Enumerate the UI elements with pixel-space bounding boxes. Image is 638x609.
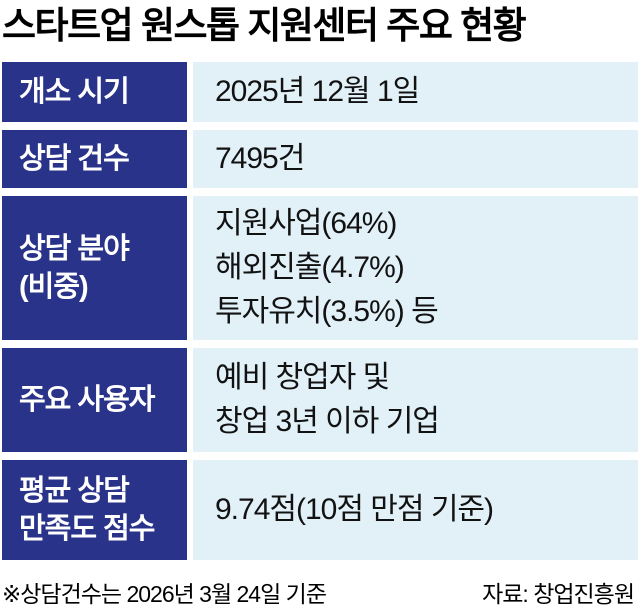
row-value-line: 창업 3년 이하 기업 xyxy=(215,404,440,438)
footer-source: 자료: 창업진흥원 xyxy=(482,580,635,607)
page-title: 스타트업 원스톱 지원센터 주요 현황 xyxy=(2,5,527,46)
row-value-cell: 9.74점(10점 만점 기준) xyxy=(193,459,638,560)
table-row: 개소 시기 2025년 12월 1일 xyxy=(2,61,638,122)
row-label-cell: 상담 분야 (비중) xyxy=(2,195,187,340)
row-label-line: 평균 상담 xyxy=(19,474,130,507)
row-label-line: 상담 분야 xyxy=(19,232,130,265)
row-value-line: 투자유치(3.5%) 등 xyxy=(215,294,439,328)
table-row: 상담 분야 (비중) 지원사업(64%) 해외진출(4.7%) 투자유치(3.5%) … xyxy=(2,195,638,340)
row-value-line: 예비 창업자 및 xyxy=(215,360,390,394)
row-value-line: 2025년 12월 1일 xyxy=(215,74,420,108)
row-label-line: 주요 사용자 xyxy=(19,383,155,416)
row-value-line: 해외진출(4.7%) xyxy=(215,250,405,284)
row-value-line: 지원사업(64%) xyxy=(215,206,397,240)
row-label-cell: 개소 시기 xyxy=(2,61,187,122)
row-label-cell: 상담 건수 xyxy=(2,129,187,188)
row-value-cell: 지원사업(64%) 해외진출(4.7%) 투자유치(3.5%) 등 xyxy=(193,195,638,340)
footer-note: ※상담건수는 2026년 3월 24일 기준 xyxy=(2,580,327,607)
row-value-cell: 7495건 xyxy=(193,129,638,188)
row-value-line: 9.74점(10점 만점 기준) xyxy=(215,492,494,526)
row-label-cell: 주요 사용자 xyxy=(2,347,187,452)
row-label-line: 만족도 점수 xyxy=(19,512,155,545)
info-table: 개소 시기 2025년 12월 1일 상담 건수 7495건 상담 분야 (비중)… xyxy=(0,61,638,560)
row-label-line: 개소 시기 xyxy=(19,75,130,108)
footer: ※상담건수는 2026년 3월 24일 기준 자료: 창업진흥원 xyxy=(0,575,638,609)
table-row: 상담 건수 7495건 xyxy=(2,129,638,188)
row-label-line: 상담 건수 xyxy=(19,142,130,175)
row-value-cell: 2025년 12월 1일 xyxy=(193,61,638,122)
row-label-line: (비중) xyxy=(19,270,89,303)
row-value-line: 7495건 xyxy=(215,141,305,175)
